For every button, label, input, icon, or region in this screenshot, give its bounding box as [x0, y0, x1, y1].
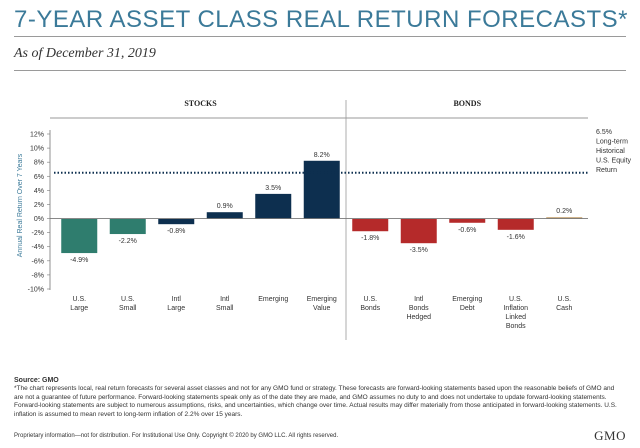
y-tick-label: 12%	[30, 132, 44, 139]
bar	[109, 218, 146, 235]
category-label: Emerging	[452, 296, 482, 303]
gmo-logo: GMO	[594, 428, 626, 443]
category-label: Intl	[414, 296, 424, 303]
page-title: 7-YEAR ASSET CLASS REAL RETURN FORECASTS…	[14, 6, 628, 33]
y-tick-label: 6%	[34, 174, 44, 181]
y-tick-label: 0%	[34, 216, 44, 223]
category-label: Bonds	[506, 323, 526, 330]
category-label: Inflation	[503, 305, 528, 312]
page-subtitle: As of December 31, 2019	[14, 46, 156, 61]
category-label: Hedged	[406, 314, 431, 321]
reference-line-label: Return	[596, 167, 617, 174]
bar-value-label: -1.8%	[361, 235, 379, 242]
return-forecast-chart: Annual Real Return Over 7 Years 12% 10% 8% 6…	[17, 99, 632, 340]
reference-line-label: U.S. Equity	[596, 158, 632, 165]
category-label: U.S.	[363, 296, 377, 303]
bar	[206, 212, 243, 219]
y-tick-label: 10%	[30, 146, 44, 153]
y-tick-label: 4%	[34, 188, 44, 195]
category-label: U.S.	[72, 296, 86, 303]
bar-value-label: -3.5%	[410, 247, 428, 254]
y-tick-label: -2%	[32, 230, 44, 237]
category-label: U.S.	[509, 296, 523, 303]
category-label: Intl	[172, 296, 182, 303]
bar-value-label: 8.2%	[314, 152, 330, 159]
y-tick-label: -8%	[32, 272, 44, 279]
group-label: BONDS	[453, 99, 481, 108]
bar	[255, 193, 292, 219]
category-label: Large	[167, 305, 185, 312]
source-note: Source: GMO	[14, 377, 59, 384]
category-label: Small	[119, 305, 137, 312]
bar	[303, 160, 340, 219]
y-tick-label: -4%	[32, 244, 44, 251]
y-tick-label: 8%	[34, 160, 44, 167]
bar-value-label: 3.5%	[265, 185, 281, 192]
bar-value-label: 0.9%	[217, 203, 233, 210]
category-label: Linked	[505, 314, 526, 321]
y-tick-label: -6%	[32, 258, 44, 265]
category-label: Cash	[556, 305, 572, 312]
y-tick-label: 2%	[34, 202, 44, 209]
category-label: Debt	[460, 305, 475, 312]
bar	[352, 218, 389, 232]
reference-line-label: Historical	[596, 148, 625, 155]
group-label: STOCKS	[184, 99, 217, 108]
bar-value-label: -0.8%	[167, 228, 185, 235]
footnote: *The chart represents local, real return…	[14, 385, 617, 418]
category-label: Emerging	[258, 296, 288, 303]
category-label: U.S.	[557, 296, 571, 303]
bar	[400, 218, 437, 244]
reference-line-label: 6.5%	[596, 129, 612, 136]
bar	[61, 218, 98, 254]
category-label: Intl	[220, 296, 230, 303]
y-tick-label: -10%	[28, 287, 44, 294]
reference-line-label: Long-term	[596, 139, 628, 146]
bar	[449, 218, 486, 223]
bar-value-label: 0.2%	[556, 208, 572, 215]
category-label: Emerging	[307, 296, 337, 303]
title-divider	[14, 36, 626, 37]
bar-value-label: -2.2%	[119, 238, 137, 245]
subtitle-divider	[14, 70, 626, 71]
category-label: Large	[70, 305, 88, 312]
copyright-footer: Proprietary information—not for distribu…	[14, 433, 339, 439]
bar	[158, 218, 195, 225]
category-label: U.S.	[121, 296, 135, 303]
y-axis-title: Annual Real Return Over 7 Years	[17, 153, 24, 257]
bar-value-label: -4.9%	[70, 257, 88, 264]
category-label: Small	[216, 305, 234, 312]
bar-value-label: -0.6%	[458, 227, 476, 234]
category-label: Value	[313, 305, 330, 312]
category-label: Bonds	[360, 305, 380, 312]
bar	[546, 217, 583, 219]
bar	[497, 218, 534, 230]
bar-value-label: -1.6%	[507, 234, 525, 241]
category-label: Bonds	[409, 305, 429, 312]
